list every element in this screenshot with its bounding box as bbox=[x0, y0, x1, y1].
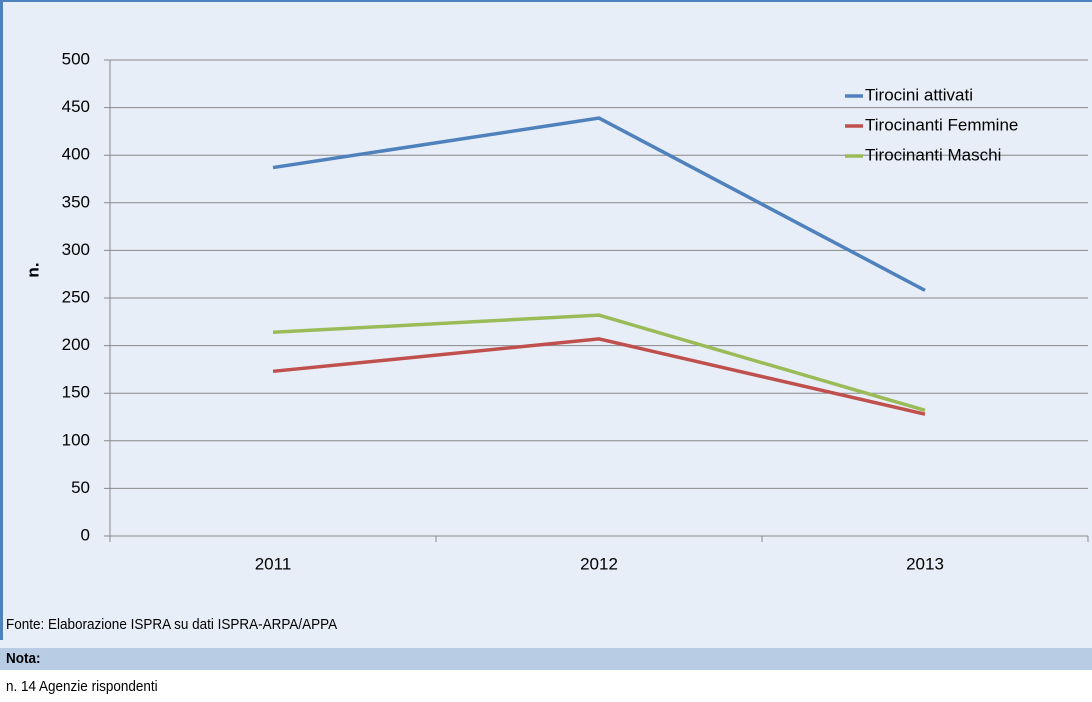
note-band bbox=[0, 648, 1092, 670]
chart: n. 0 50 100 150 200 250 300 350 400 450 500 2011 201… bbox=[0, 0, 1092, 640]
note-bg bbox=[0, 670, 1092, 702]
y-tick-label: 150 bbox=[62, 383, 90, 402]
y-tick-label: 0 bbox=[81, 525, 90, 544]
y-tick-label: 450 bbox=[62, 97, 90, 116]
series-line bbox=[272, 313, 926, 413]
legend-label: Tirocinanti Maschi bbox=[865, 145, 1001, 164]
source: Fonte: Elaborazione ISPRA su dati ISPRA-… bbox=[6, 616, 338, 633]
x-tick-label: 2013 bbox=[906, 554, 944, 573]
x-tick-label: 2012 bbox=[580, 554, 618, 573]
chart-bg bbox=[0, 0, 1092, 640]
series-line bbox=[272, 337, 926, 416]
legend-label: Tirocinanti Femmine bbox=[865, 115, 1018, 134]
y-tick-label: 300 bbox=[62, 240, 90, 259]
y-tick-label: 400 bbox=[62, 145, 90, 164]
note: n. 14 Agenzie rispondenti bbox=[6, 678, 158, 695]
note-title: Nota: bbox=[6, 650, 41, 667]
y-tick-label: 200 bbox=[62, 335, 90, 354]
y-tick-label: 350 bbox=[62, 192, 90, 211]
x-tick-label: 2011 bbox=[255, 554, 292, 573]
y-tick-label: 500 bbox=[62, 49, 90, 68]
y-tick-label: 250 bbox=[62, 287, 90, 306]
y-tick-label: 100 bbox=[62, 430, 90, 449]
legend-label: Tirocini attivati bbox=[865, 85, 973, 104]
y-tick-label: 50 bbox=[71, 478, 90, 497]
series-line bbox=[272, 116, 926, 292]
y-axis-label: n. bbox=[23, 262, 42, 277]
